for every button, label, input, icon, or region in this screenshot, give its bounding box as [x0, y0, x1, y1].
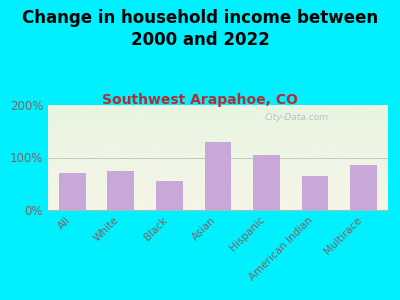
- Text: Change in household income between
2000 and 2022: Change in household income between 2000 …: [22, 9, 378, 49]
- Text: Southwest Arapahoe, CO: Southwest Arapahoe, CO: [102, 93, 298, 107]
- Bar: [156, 181, 183, 210]
- Bar: [350, 165, 377, 210]
- Bar: [108, 171, 134, 210]
- Text: City-Data.com: City-Data.com: [264, 113, 328, 122]
- Bar: [205, 142, 231, 210]
- Bar: [302, 176, 328, 210]
- Bar: [59, 173, 86, 210]
- Bar: [253, 155, 280, 210]
